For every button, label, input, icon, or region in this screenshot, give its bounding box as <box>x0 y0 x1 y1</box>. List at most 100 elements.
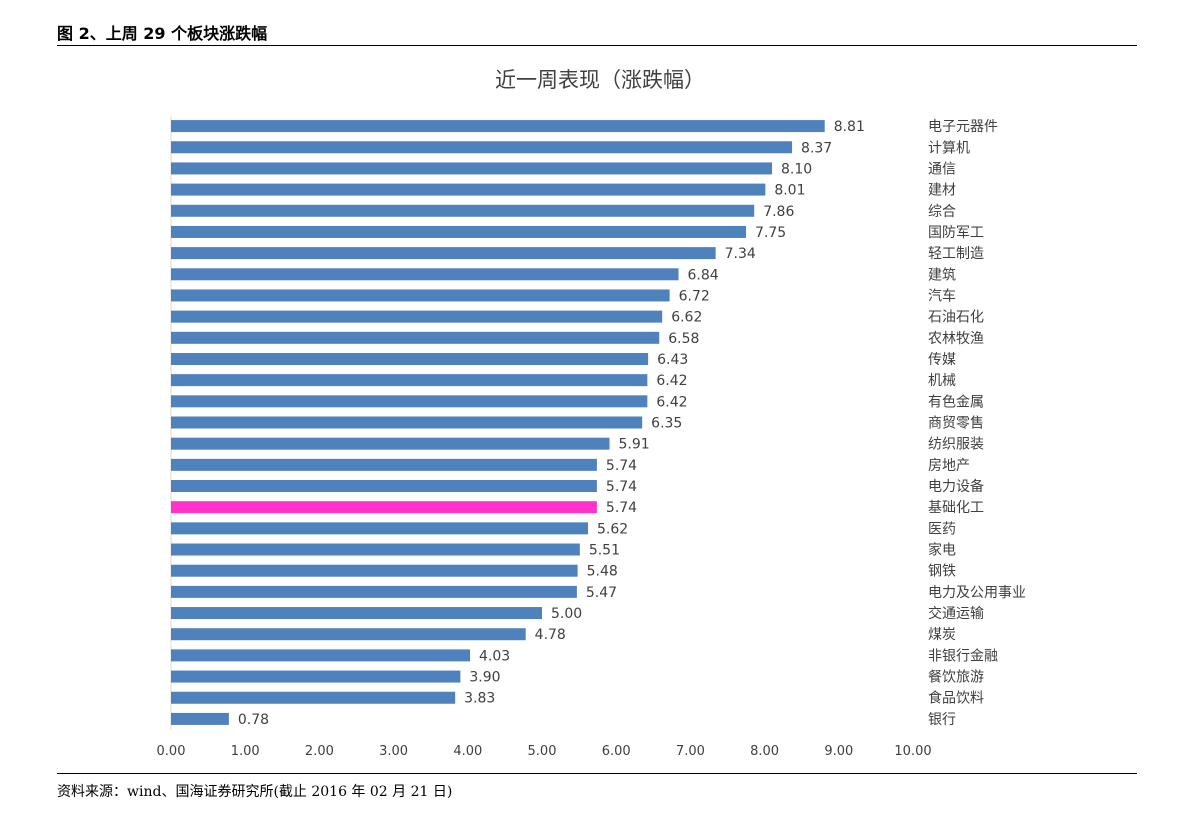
category-label: 餐饮旅游 <box>928 670 984 686</box>
value-label: 5.91 <box>619 437 650 453</box>
x-tick-label: 5.00 <box>528 744 557 759</box>
category-label: 医药 <box>928 521 956 537</box>
bar <box>171 480 597 493</box>
bar <box>171 628 526 641</box>
value-label: 6.42 <box>656 394 687 410</box>
value-label: 5.47 <box>586 585 617 601</box>
category-label: 机械 <box>928 373 956 389</box>
category-label: 农林牧渔 <box>928 331 984 347</box>
bar <box>171 162 773 175</box>
source-note: 资料来源：wind、国海证券研究所(截止 2016 年 02 月 21 日) <box>57 784 453 800</box>
value-label: 8.01 <box>774 183 805 199</box>
category-label: 食品饮料 <box>928 690 984 707</box>
bar <box>171 395 648 408</box>
category-label: 石油石化 <box>928 310 984 326</box>
bar <box>171 522 589 535</box>
bar <box>171 501 597 514</box>
chart-title: 近一周表现（涨跌幅） <box>495 68 705 92</box>
bar <box>171 585 577 598</box>
bar <box>171 564 578 577</box>
category-label: 汽车 <box>928 287 956 304</box>
category-label: 电子元器件 <box>928 119 998 135</box>
category-label: 通信 <box>928 161 956 177</box>
bar <box>171 607 542 620</box>
bar <box>171 416 643 429</box>
value-label: 6.84 <box>688 267 719 283</box>
value-label: 6.42 <box>656 373 687 389</box>
value-label: 8.81 <box>834 119 865 135</box>
category-label: 轻工制造 <box>928 246 984 262</box>
category-label: 钢铁 <box>928 564 956 580</box>
value-label: 8.37 <box>801 140 832 156</box>
category-label: 国防军工 <box>928 225 984 241</box>
category-label: 纺织服装 <box>928 437 984 453</box>
value-label: 5.00 <box>551 606 582 622</box>
category-label: 电力及公用事业 <box>928 585 1026 601</box>
x-tick-label: 8.00 <box>750 744 779 759</box>
x-tick-label: 0.00 <box>157 744 186 759</box>
x-tick-label: 7.00 <box>676 744 705 759</box>
value-label: 6.72 <box>679 288 710 304</box>
value-label: 6.43 <box>657 352 688 368</box>
value-label: 4.03 <box>479 648 510 664</box>
value-label: 5.74 <box>606 479 637 495</box>
bottom-rule <box>57 773 1137 774</box>
bar <box>171 374 648 387</box>
value-label: 8.10 <box>781 161 812 177</box>
category-label: 银行 <box>928 712 956 728</box>
category-label: 传媒 <box>928 352 956 368</box>
category-label: 非银行金融 <box>928 648 998 664</box>
bar <box>171 649 471 662</box>
category-label: 房地产 <box>928 458 970 474</box>
value-label: 7.34 <box>725 246 756 262</box>
top-rule <box>57 45 1137 46</box>
x-tick-label: 4.00 <box>453 744 482 759</box>
value-label: 5.48 <box>587 564 618 580</box>
value-label: 6.62 <box>671 310 702 326</box>
value-label: 5.62 <box>597 521 628 537</box>
bar <box>171 268 679 281</box>
value-label: 4.78 <box>535 627 566 643</box>
category-label: 商贸零售 <box>928 416 984 432</box>
category-label: 交通运输 <box>928 605 984 622</box>
bar <box>171 310 663 323</box>
bar <box>171 543 580 556</box>
x-tick-label: 6.00 <box>602 744 631 759</box>
bar <box>171 331 660 344</box>
value-label: 7.86 <box>763 204 794 220</box>
value-label: 5.51 <box>589 543 620 559</box>
x-tick-label: 10.00 <box>894 744 931 759</box>
bar <box>171 712 229 725</box>
bar <box>171 247 716 260</box>
category-label: 电力设备 <box>928 478 984 495</box>
category-label: 家电 <box>928 542 956 559</box>
value-label: 5.74 <box>606 458 637 474</box>
bar <box>171 352 649 365</box>
value-label: 3.83 <box>464 691 495 707</box>
category-label: 基础化工 <box>928 499 984 516</box>
value-label: 3.90 <box>469 670 500 686</box>
figure-title: 图 2、上周 29 个板块涨跌幅 <box>57 24 268 43</box>
bar <box>171 183 766 196</box>
category-label: 煤炭 <box>928 627 956 643</box>
value-label: 0.78 <box>238 712 269 728</box>
bar <box>171 437 610 450</box>
bar <box>171 289 670 302</box>
value-label: 5.74 <box>606 500 637 516</box>
bar <box>171 691 456 704</box>
bar <box>171 458 597 471</box>
category-label: 建材 <box>928 183 956 199</box>
category-label: 有色金属 <box>928 393 984 410</box>
category-label: 建筑 <box>928 267 956 283</box>
value-label: 6.35 <box>651 416 682 432</box>
bar <box>171 120 825 133</box>
category-label: 综合 <box>928 204 956 220</box>
x-tick-label: 3.00 <box>379 744 408 759</box>
value-label: 7.75 <box>755 225 786 241</box>
value-label: 6.58 <box>668 331 699 347</box>
x-tick-label: 9.00 <box>824 744 853 759</box>
bar <box>171 225 747 238</box>
x-tick-label: 1.00 <box>231 744 260 759</box>
category-label: 计算机 <box>928 140 970 156</box>
